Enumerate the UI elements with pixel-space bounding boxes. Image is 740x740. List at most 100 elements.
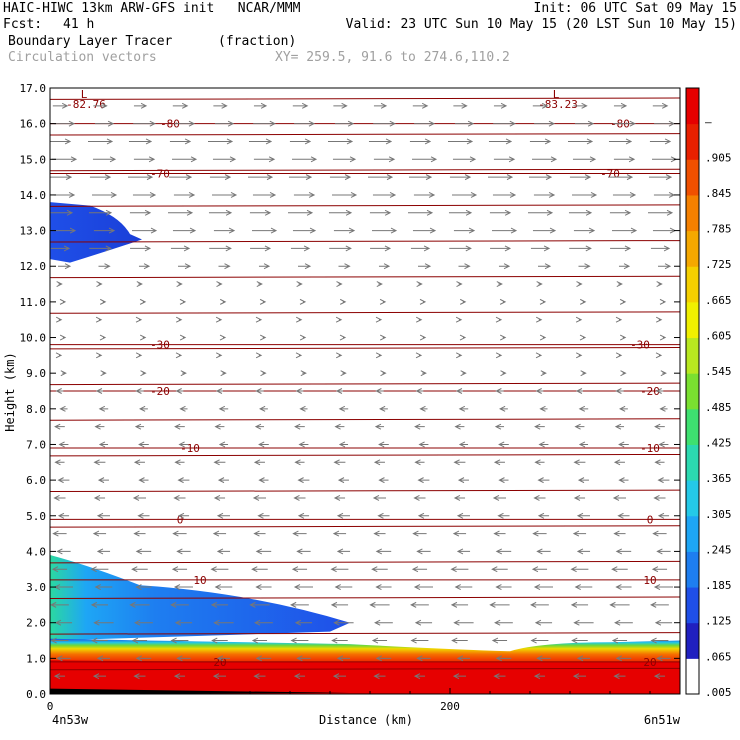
vector-arrow (532, 530, 547, 537)
vector-arrow (54, 120, 76, 127)
xy-range: XY= 259.5, 91.6 to 274.6,110.2 (275, 50, 510, 65)
vector-arrow (568, 209, 593, 216)
vector-arrow (130, 245, 152, 252)
colorbar-label: .785 (705, 223, 732, 236)
vector-arrow (370, 245, 392, 252)
vector-arrow (452, 530, 467, 537)
vector-arrow (96, 655, 111, 662)
isotherm-label: 0 (177, 513, 184, 526)
y-tick-label: 10.0 (20, 332, 47, 345)
vector-arrow (94, 584, 113, 591)
y-axis-title: Height (km) (3, 352, 17, 431)
vector-arrow (213, 494, 226, 501)
vector-arrow (372, 227, 398, 234)
vector-arrow (334, 584, 353, 591)
vector-arrow (536, 281, 543, 288)
isotherm-label: -70 (600, 168, 620, 181)
vector-arrow (498, 263, 511, 270)
vector-arrow (208, 209, 233, 216)
vector-arrow (338, 405, 349, 412)
vector-arrow (259, 334, 267, 341)
vector-arrow (173, 584, 193, 591)
vector-arrow (135, 388, 144, 394)
vector-arrow (177, 477, 190, 484)
vector-arrow (214, 584, 233, 591)
vector-arrow (89, 245, 112, 252)
vector-arrow (219, 298, 227, 305)
vector-arrow (613, 673, 626, 680)
isotherm-line (50, 133, 680, 136)
vector-arrow (176, 548, 191, 555)
y-tick-label: 2.0 (26, 617, 46, 630)
vector-arrow (415, 388, 424, 394)
vector-arrow (652, 156, 678, 163)
vector-arrow (417, 477, 430, 484)
colorbar-label: .845 (705, 187, 732, 200)
vector-arrow (133, 530, 146, 537)
vector-arrow (408, 174, 433, 181)
vector-arrow (217, 477, 229, 484)
vector-arrow (136, 281, 143, 288)
vector-arrow (329, 174, 352, 181)
vector-arrow (580, 370, 587, 377)
vector-arrow (455, 352, 463, 359)
isotherm-line (50, 453, 680, 457)
vector-arrow (92, 530, 107, 537)
vector-arrow (538, 263, 552, 270)
vector-arrow (294, 619, 313, 626)
vector-arrow (255, 316, 263, 323)
isotherm-label: 10 (643, 574, 656, 587)
isotherm-line (50, 97, 680, 100)
vector-arrow (369, 209, 392, 216)
fcst-value: 41 h (63, 17, 95, 32)
vector-arrow (214, 423, 225, 430)
vector-arrow (179, 334, 187, 341)
vector-arrow (99, 298, 107, 305)
vector-arrow (216, 548, 231, 555)
vector-arrow (612, 191, 637, 198)
vector-arrow (419, 405, 428, 412)
vector-arrow (569, 245, 592, 252)
vector-arrow (335, 316, 343, 323)
vector-arrow (290, 637, 309, 644)
vector-arrow (414, 459, 425, 466)
vector-arrow (128, 138, 153, 145)
x-axis: 0 200 (47, 688, 651, 713)
vector-arrow (292, 530, 307, 537)
vector-arrow (652, 530, 667, 537)
vector-arrow (412, 227, 437, 234)
vector-arrow (619, 298, 627, 305)
vector-arrow (54, 423, 65, 430)
low-marker: L (81, 88, 88, 101)
y-tick-label: 0.0 (26, 688, 46, 701)
isotherm-line (50, 596, 680, 599)
vector-arrow (495, 388, 504, 394)
vector-arrow (131, 566, 148, 573)
vector-arrow (172, 227, 197, 234)
vector-arrow (297, 512, 310, 519)
isotherm-line (50, 489, 680, 493)
vector-arrow (90, 601, 109, 608)
vector-arrow (532, 227, 557, 234)
vector-arrow (375, 548, 392, 555)
colorbar-label: .365 (705, 472, 732, 485)
isotherm-label: 20 (213, 656, 226, 669)
vector-arrow (299, 298, 307, 305)
y-tick-label: 1.0 (26, 652, 46, 665)
vector-arrow (59, 298, 67, 305)
vector-arrow (375, 655, 392, 662)
vector-arrow (654, 120, 676, 127)
vector-arrow (371, 637, 388, 644)
vector-arrow (216, 512, 230, 519)
isotherm-line (50, 240, 680, 243)
plot-title: HAIC-HIWC 13km ARW-GFS init NCAR/MMM (3, 1, 301, 16)
vector-arrow (489, 209, 512, 216)
vector-arrow (418, 263, 432, 270)
vector-arrow (335, 352, 343, 359)
vector-arrow (451, 637, 468, 644)
vector-arrow (298, 263, 312, 270)
vector-arrow (452, 673, 466, 680)
vector-arrow (458, 263, 471, 270)
vector-arrow (572, 156, 597, 163)
vector-arrow (135, 352, 143, 359)
